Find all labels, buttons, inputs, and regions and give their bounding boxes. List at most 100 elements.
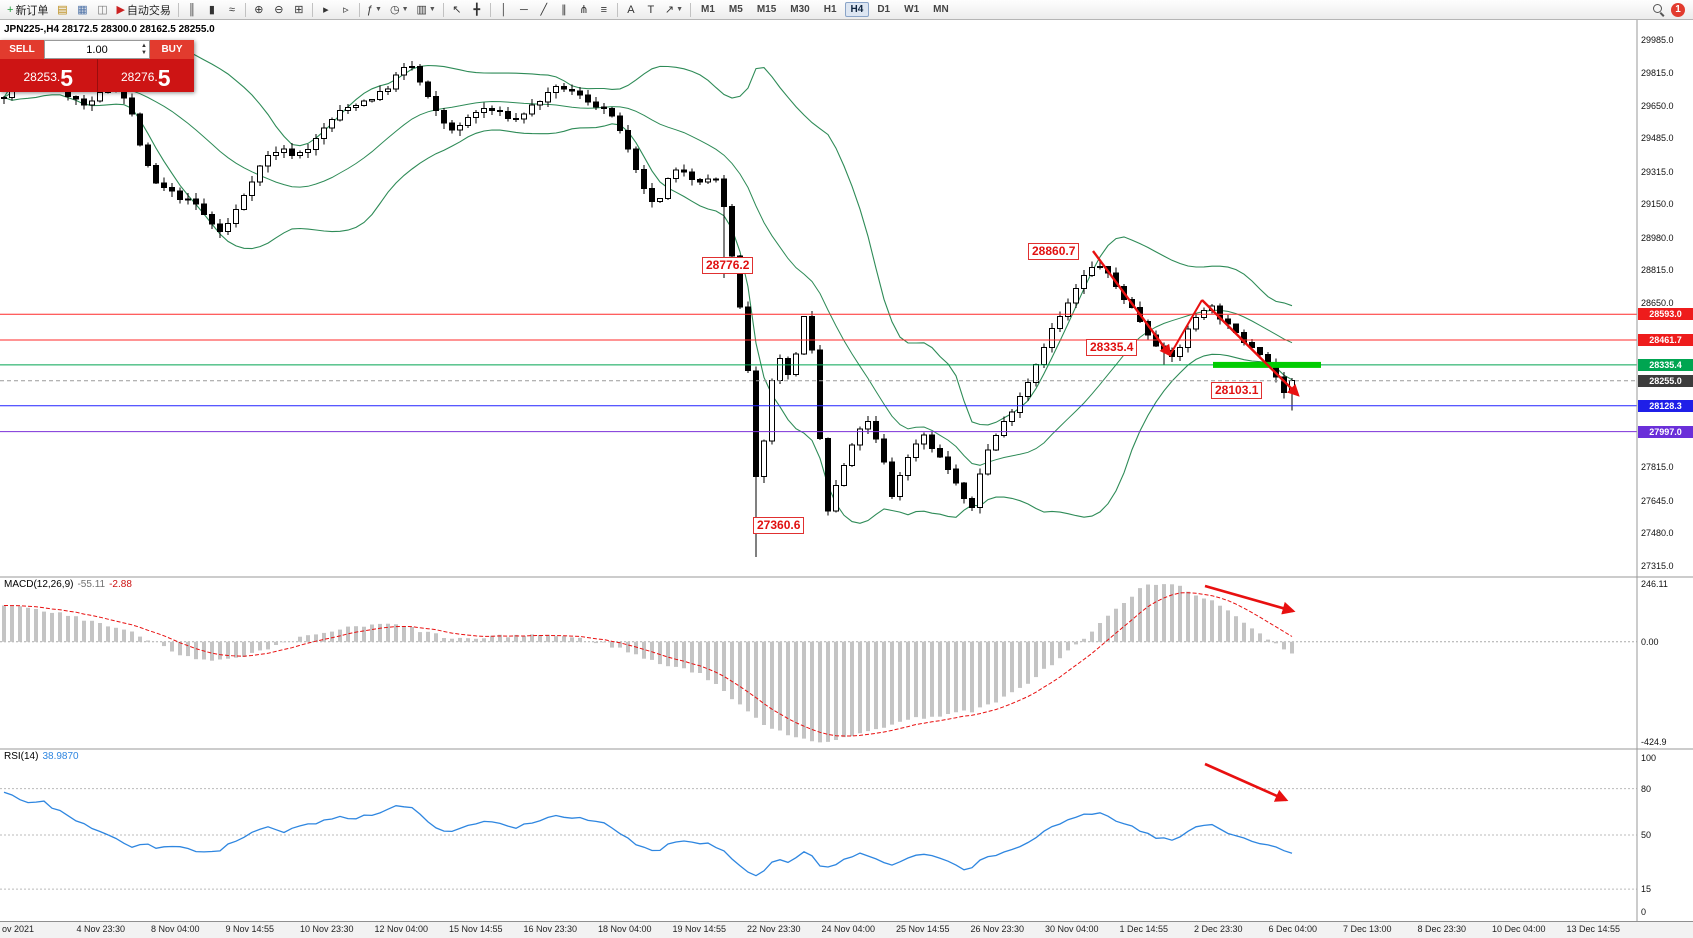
- timeframe-h1[interactable]: H1: [823, 4, 837, 15]
- line-chart-icon[interactable]: ≈: [222, 1, 242, 19]
- timeframe-w1[interactable]: W1: [904, 4, 920, 15]
- macd-name: MACD(12,26,9): [4, 579, 74, 590]
- timeframe-m1[interactable]: M1: [701, 4, 715, 15]
- toolbar-separator: [690, 2, 692, 17]
- price-annotation[interactable]: 28103.1: [1211, 382, 1263, 399]
- period-dropdown[interactable]: ◷ ▼: [386, 1, 413, 19]
- market-watch-icon[interactable]: ▤: [52, 1, 72, 19]
- candlestick-series: [1, 61, 1295, 557]
- stepper-down-icon[interactable]: ▼: [141, 50, 147, 56]
- price-tick: 29985.0: [1641, 34, 1674, 45]
- macd-signal-value: -2.88: [109, 579, 132, 590]
- trend-arrow[interactable]: [1169, 299, 1203, 356]
- notification-badge[interactable]: 1: [1671, 2, 1685, 17]
- buy-price-button[interactable]: 28276. 5: [96, 59, 194, 92]
- volume-field[interactable]: 1.00 ▲ ▼: [44, 40, 150, 59]
- zoom-in-icon[interactable]: ⊕: [249, 1, 269, 19]
- timeframe-mn[interactable]: MN: [933, 4, 949, 15]
- cursor-icon[interactable]: ↖: [447, 1, 467, 19]
- timeframe-m5[interactable]: M5: [728, 4, 743, 15]
- timeframe-h4[interactable]: H4: [844, 2, 870, 17]
- search-icon[interactable]: [1652, 3, 1665, 16]
- sell-button[interactable]: SELL: [0, 40, 44, 59]
- rsi-axis-tick: 80: [1641, 783, 1652, 794]
- volume-stepper[interactable]: ▲ ▼: [141, 43, 147, 57]
- bars-chart-icon[interactable]: ║: [182, 1, 202, 19]
- rsi-arrow[interactable]: [1204, 762, 1289, 802]
- zoom-out-icon: ⊖: [274, 3, 284, 16]
- time-axis[interactable]: [0, 921, 1693, 938]
- timeframe-m30[interactable]: M30: [790, 4, 810, 15]
- buy-button[interactable]: BUY: [150, 40, 194, 59]
- zoom-out-icon[interactable]: ⊖: [269, 1, 289, 19]
- trend-arrow[interactable]: [1201, 299, 1300, 397]
- text-label-icon[interactable]: T: [641, 1, 661, 19]
- trend-arrow[interactable]: [1092, 250, 1172, 357]
- trendline-icon[interactable]: ╱: [534, 1, 554, 19]
- price-annotation[interactable]: 27360.6: [753, 517, 805, 534]
- toolbar-separator: [311, 2, 313, 17]
- candlestick-chart-icon[interactable]: ▮: [202, 1, 222, 19]
- tile-windows-icon[interactable]: ⊞: [289, 1, 309, 19]
- rsi-axis-tick: 100: [1641, 752, 1657, 763]
- fibonacci-icon[interactable]: ≡: [594, 1, 614, 19]
- template-dropdown[interactable]: ▥ ▼: [413, 1, 440, 19]
- channel-icon[interactable]: ∥: [554, 1, 574, 19]
- chevron-down-icon: ▼: [676, 6, 684, 13]
- timeframe-d1[interactable]: D1: [877, 4, 891, 15]
- new-order-button[interactable]: + 新订单: [3, 1, 52, 19]
- toolbar-separator: [489, 2, 491, 17]
- autotrading-button[interactable]: ▶ 自动交易: [112, 1, 174, 19]
- one-click-trading-panel: SELL 1.00 ▲ ▼ BUY 28253. 5 28276. 5: [0, 40, 194, 92]
- horizontal-line-icon[interactable]: ─: [514, 1, 534, 19]
- price-annotation[interactable]: 28860.7: [1028, 243, 1080, 260]
- auto-scroll-icon[interactable]: ▸: [316, 1, 336, 19]
- sell-price-button[interactable]: 28253. 5: [0, 59, 97, 92]
- toolbar-right: 1: [1652, 2, 1690, 17]
- indicators-dropdown[interactable]: ƒ ▼: [363, 1, 386, 19]
- price-annotation[interactable]: 28776.2: [702, 257, 754, 274]
- andrews-pitchfork-icon[interactable]: ⋔: [574, 1, 594, 19]
- time-label: 7 Dec 13:00: [1343, 924, 1392, 934]
- toolbar-separator: [177, 2, 179, 17]
- trade-panel-prices: 28253. 5 28276. 5: [0, 59, 194, 92]
- arrow-tools-dropdown[interactable]: ↗ ▼: [661, 1, 687, 19]
- time-label: 22 Nov 23:30: [747, 924, 801, 934]
- text-icon: A: [627, 3, 635, 16]
- macd-axis-tick: -424.9: [1641, 737, 1667, 748]
- crosshair-icon: ╋: [473, 3, 481, 16]
- buy-price-small: 28276.: [121, 70, 158, 84]
- stepper-up-icon[interactable]: ▲: [141, 43, 147, 49]
- price-tick: 29150.0: [1641, 199, 1674, 210]
- vertical-line-icon[interactable]: │: [494, 1, 514, 19]
- macd-layer: [0, 584, 1637, 743]
- price-annotation[interactable]: 28335.4: [1086, 339, 1138, 356]
- time-label: 10 Nov 23:30: [300, 924, 354, 934]
- crosshair-icon[interactable]: ╋: [467, 1, 487, 19]
- price-tick: 27315.0: [1641, 560, 1674, 571]
- time-label: 26 Nov 23:30: [970, 924, 1025, 934]
- data-window-icon[interactable]: ▦: [72, 1, 92, 19]
- timeframe-m15[interactable]: M15: [756, 4, 777, 15]
- price-tick: 29815.0: [1641, 68, 1674, 79]
- price-tick: 27480.0: [1641, 528, 1674, 539]
- volume-value: 1.00: [86, 43, 108, 56]
- macd-arrow[interactable]: [1204, 584, 1296, 615]
- toolbar-separator: [442, 2, 444, 17]
- chart-shift-icon[interactable]: ▹: [336, 1, 356, 19]
- price-tick: 27815.0: [1641, 462, 1674, 473]
- time-label: 9 Nov 14:55: [225, 924, 275, 934]
- channel-icon: ∥: [561, 3, 567, 16]
- navigator-icon[interactable]: ◫: [92, 1, 112, 19]
- auto-scroll-icon: ▸: [323, 3, 329, 16]
- price-level-label: 28335.4: [1638, 358, 1693, 371]
- chart-shift-icon: ▹: [343, 3, 349, 16]
- text-icon[interactable]: A: [621, 1, 641, 19]
- main-toolbar: + 新订单 ▤ ▦ ◫ ▶ 自动交易 ║ ▮ ≈ ⊕ ⊖ ⊞ ▸ ▹ ƒ ▼ ◷ ▼ ▥ ▼ ↖ ╋ │ ─ ╱ ∥ ⋔ ≡ A T ↗ ▼ M1…: [0, 0, 1693, 20]
- rsi-axis-tick: 50: [1641, 830, 1652, 840]
- period-dropdown-icon: ◷: [389, 3, 400, 16]
- rsi-indicator-label: RSI(14) 38.9870: [4, 751, 79, 762]
- arrow-tools-dropdown-icon: ↗: [664, 3, 675, 16]
- time-label: 25 Nov 14:55: [896, 924, 950, 934]
